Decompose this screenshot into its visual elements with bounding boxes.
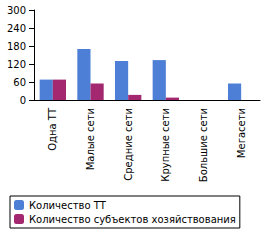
svg-text:Количество субъектов хозяйство: Количество субъектов хозяйствования bbox=[29, 214, 236, 225]
svg-text:0: 0 bbox=[20, 95, 26, 106]
svg-text:60: 60 bbox=[13, 77, 26, 88]
svg-text:120: 120 bbox=[7, 59, 26, 70]
svg-text:240: 240 bbox=[7, 23, 26, 34]
svg-text:Одна ТТ: Одна ТТ bbox=[47, 107, 58, 151]
svg-text:Крупные сети: Крупные сети bbox=[160, 108, 171, 182]
svg-text:300: 300 bbox=[7, 5, 26, 16]
svg-text:Большие сети: Большие сети bbox=[198, 108, 209, 182]
svg-text:180: 180 bbox=[7, 41, 26, 52]
svg-text:Средние сети: Средние сети bbox=[123, 108, 134, 181]
svg-text:Мегасети: Мегасети bbox=[236, 108, 247, 158]
svg-text:Количество ТТ: Количество ТТ bbox=[29, 200, 107, 211]
svg-text:Малые сети: Малые сети bbox=[85, 108, 96, 170]
